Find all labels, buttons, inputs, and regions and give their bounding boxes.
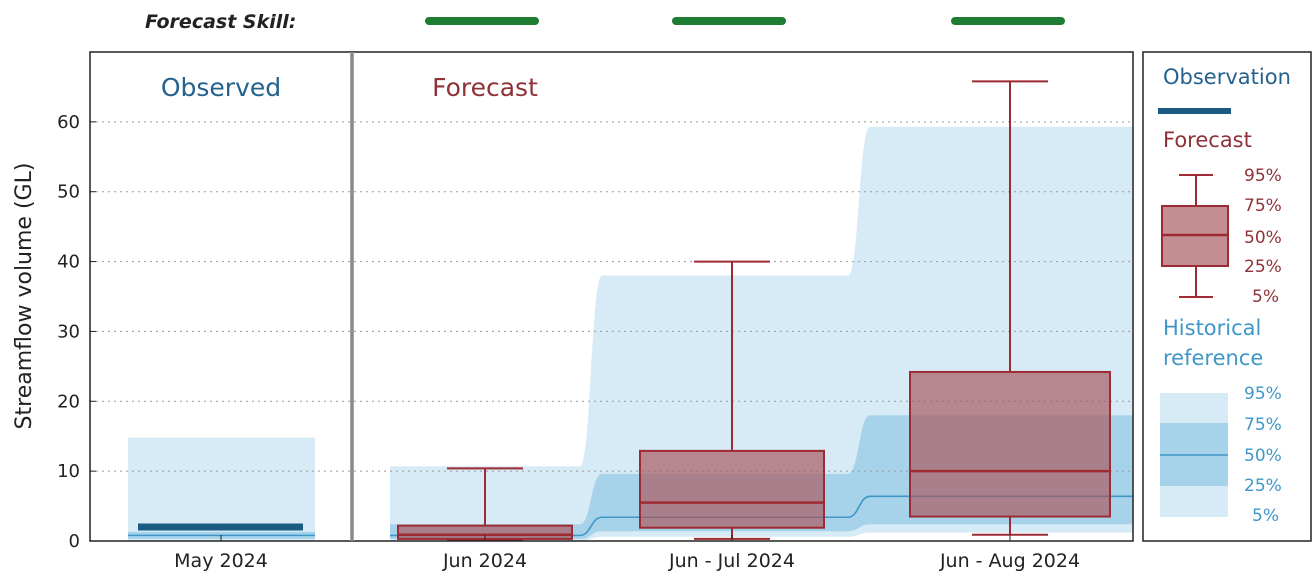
legend-historical-label-line1: Historical (1163, 316, 1261, 340)
legend-historical-pct-75: 75% (1244, 415, 1282, 435)
x-tick-label-2: Jun - Jul 2024 (668, 550, 795, 572)
legend-forecast-pct-50: 50% (1244, 228, 1282, 248)
legend-forecast-pct-95: 95% (1244, 166, 1282, 186)
y-tick-label-10: 10 (57, 461, 80, 482)
x-tick-label-3: Jun - Aug 2024 (939, 550, 1080, 572)
forecast-panel-title: Forecast (432, 73, 538, 102)
y-tick-label-60: 60 (57, 112, 80, 133)
forecast-iqr-box (639, 449, 825, 529)
y-tick-label-40: 40 (57, 252, 80, 273)
x-tick-label-1: Jun 2024 (442, 550, 527, 572)
legend-forecast-pct-25: 25% (1244, 257, 1282, 277)
legend-historical-pct-5: 5% (1252, 506, 1279, 526)
legend-historical-pct-50: 50% (1244, 446, 1282, 466)
y-tick-label-30: 30 (57, 321, 80, 342)
legend-historical-pct-25: 25% (1244, 476, 1282, 496)
legend-observation-label: Observation (1163, 65, 1291, 89)
legend-historical-pct-95: 95% (1244, 384, 1282, 404)
legend-historical-label-line2: reference (1163, 346, 1263, 370)
legend: Observation Forecast 95% 75% 50% 25% 5% … (1142, 51, 1312, 542)
forecast-box-3 (909, 80, 1111, 536)
y-tick-label-50: 50 (57, 182, 80, 203)
forecast-boxes (397, 80, 1111, 541)
legend-forecast-pct-75: 75% (1244, 196, 1282, 216)
legend-forecast-box-swatch (1161, 174, 1229, 298)
forecast-skill-label: Forecast Skill: (145, 11, 296, 33)
y-tick-label-0: 0 (69, 531, 80, 552)
plot-frame (89, 51, 1134, 542)
forecast-iqr-box (909, 370, 1111, 518)
y-axis-label: Streamflow volume (GL) (12, 163, 37, 430)
legend-forecast-pct-5: 5% (1252, 287, 1279, 307)
x-axis: May 2024 Jun 2024 Jun - Jul 2024 Jun - Aug … (174, 535, 1080, 572)
y-axis: 0 10 20 30 40 50 60 (57, 112, 96, 552)
observed-panel-title: Observed (161, 73, 281, 102)
y-tick-label-20: 20 (57, 391, 80, 412)
legend-historical-swatch (1160, 393, 1228, 517)
forecast-box-2 (639, 260, 825, 540)
x-tick-label-0: May 2024 (174, 550, 268, 572)
legend-forecast-label: Forecast (1163, 128, 1252, 152)
plot-area: Observed Forecast (89, 51, 1134, 542)
